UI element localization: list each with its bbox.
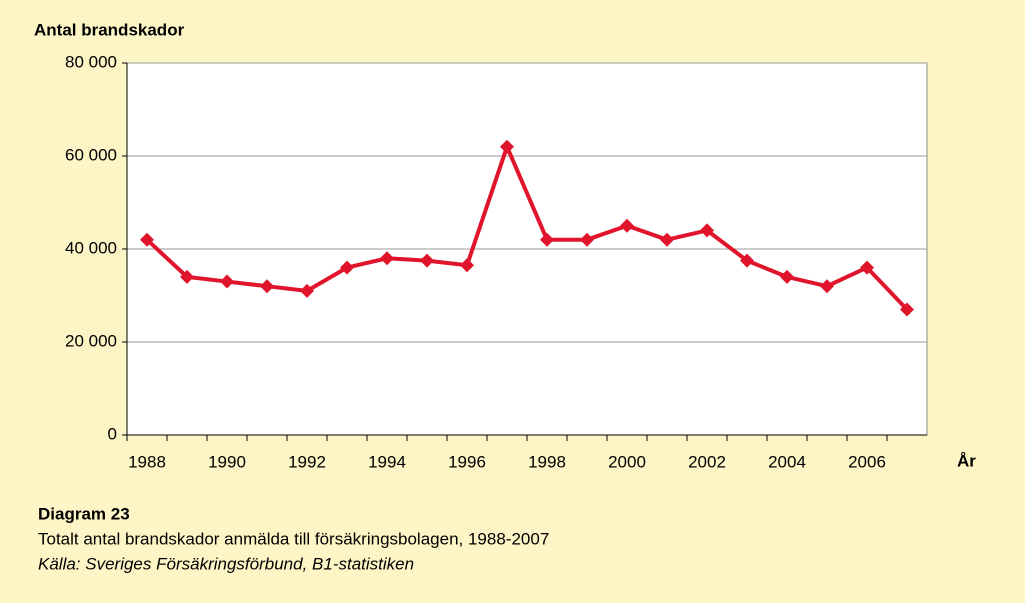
y-axis-title: Antal brandskador <box>34 20 185 39</box>
source: Källa: Sveriges Försäkringsförbund, B1-s… <box>38 554 414 573</box>
marker <box>860 260 874 275</box>
x-axis-title: År <box>957 451 976 470</box>
caption-title: Diagram 23 <box>38 504 130 523</box>
marker <box>780 269 794 284</box>
x-tick-label: 2002 <box>688 452 726 471</box>
marker <box>340 260 354 275</box>
x-tick-label: 1992 <box>288 452 326 471</box>
marker <box>900 302 914 317</box>
x-tick-label: 1988 <box>128 452 166 471</box>
y-tick-label: 0 <box>108 424 117 443</box>
marker <box>300 283 314 298</box>
marker <box>820 279 834 294</box>
y-tick-label: 80 000 <box>65 52 117 71</box>
marker <box>140 232 154 247</box>
marker <box>580 232 594 247</box>
marker <box>740 253 754 268</box>
y-tick-label: 60 000 <box>65 145 117 164</box>
x-tick-label: 2006 <box>848 452 886 471</box>
x-tick-label: 1994 <box>368 452 406 471</box>
x-tick-label: 2000 <box>608 452 646 471</box>
marker <box>260 279 274 294</box>
x-tick-label: 1998 <box>528 452 566 471</box>
marker <box>620 218 634 233</box>
marker <box>500 139 514 154</box>
caption: Totalt antal brandskador anmälda till fö… <box>38 529 549 548</box>
marker <box>380 251 394 266</box>
marker <box>460 258 474 273</box>
x-tick-label: 1996 <box>448 452 486 471</box>
line <box>145 144 909 311</box>
marker <box>420 253 434 268</box>
y-tick-label: 20 000 <box>65 331 117 350</box>
x-tick-label: 1990 <box>208 452 246 471</box>
x-tick-label: 2004 <box>768 452 806 471</box>
marker <box>660 232 674 247</box>
marker <box>540 232 554 247</box>
marker <box>700 223 714 238</box>
marker <box>180 269 194 284</box>
marker <box>220 274 234 289</box>
y-tick-label: 40 000 <box>65 238 117 257</box>
